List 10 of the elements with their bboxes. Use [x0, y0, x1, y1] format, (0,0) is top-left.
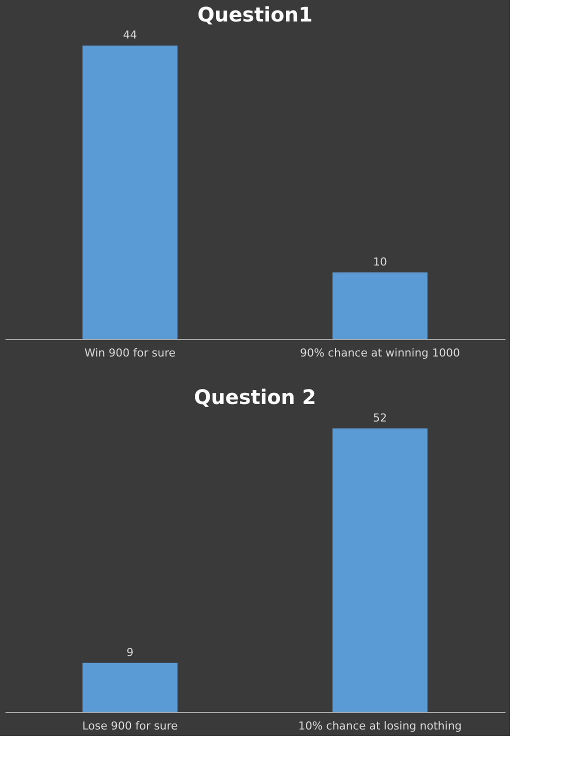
data-label: 9 [126, 646, 134, 659]
chart-title: Question 2 [194, 385, 316, 409]
x-tick-label: 10% chance at losing nothing [298, 720, 462, 732]
x-tick-label: Win 900 for sure [84, 346, 176, 360]
chart-title: Question1 [197, 2, 313, 27]
data-label: 44 [123, 28, 137, 42]
x-tick-label: 90% chance at winning 1000 [300, 346, 460, 360]
data-label: 10 [373, 255, 387, 268]
x-tick-label: Lose 900 for sure [82, 720, 178, 732]
data-label: 52 [373, 411, 387, 424]
